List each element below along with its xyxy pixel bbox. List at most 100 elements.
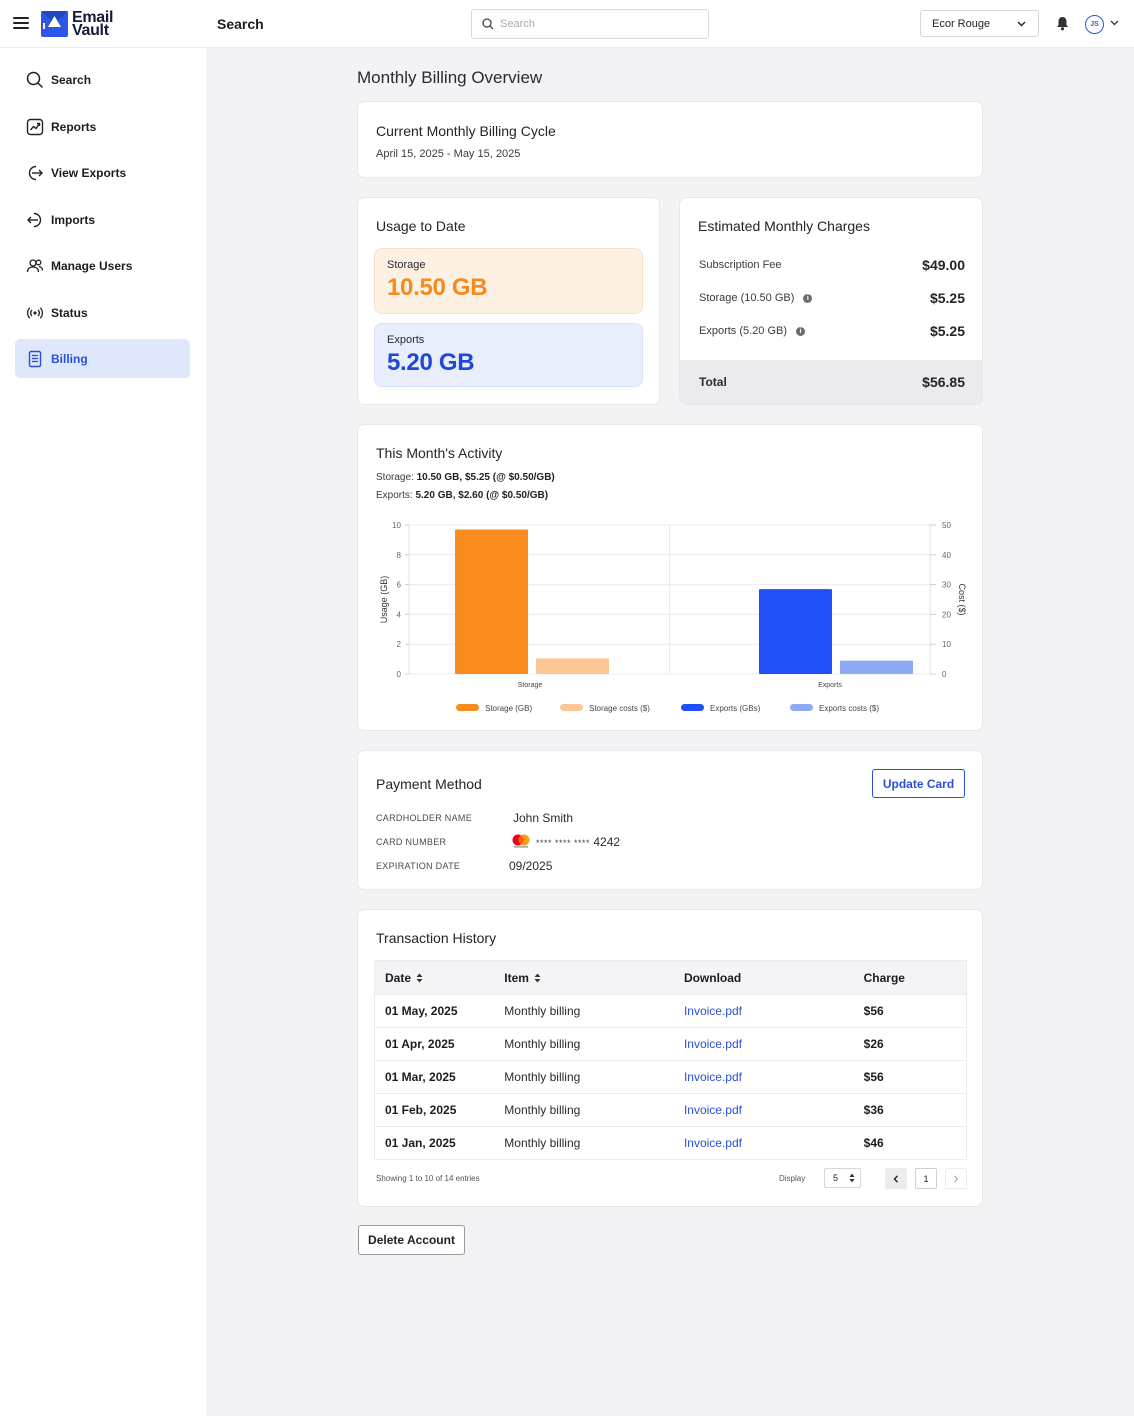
transaction-date: 01 Jan, 2025	[374, 1126, 495, 1160]
invoice-download-link[interactable]: Invoice.pdf	[683, 1037, 742, 1051]
column-header-download: Download	[673, 960, 854, 995]
notification-bell-icon[interactable]	[1056, 16, 1069, 31]
sidebar-item-label: Status	[51, 305, 88, 320]
y-tick-label: 10	[392, 521, 401, 530]
page-size-value: 5	[833, 1173, 839, 1183]
info-icon[interactable]: i	[803, 293, 813, 303]
update-card-button[interactable]: Update Card	[872, 769, 965, 798]
y2-tick-label: 40	[942, 551, 951, 560]
expiration-date-value: 09/2025	[509, 859, 553, 873]
column-header-label: Item	[504, 970, 529, 985]
sort-icon[interactable]	[416, 973, 423, 983]
legend-swatch	[560, 704, 583, 711]
sidebar-item-imports[interactable]: Imports	[15, 200, 190, 239]
page-title: Monthly Billing Overview	[357, 68, 543, 87]
users-icon	[25, 256, 45, 276]
sort-icon[interactable]	[534, 973, 541, 983]
exports-usage-box: Exports 5.20 GB	[374, 323, 643, 387]
export-icon	[25, 163, 45, 183]
legend-swatch	[681, 704, 704, 711]
bar-storage-gb	[455, 529, 528, 674]
display-label: Display	[779, 1174, 806, 1183]
invoice-download-link[interactable]: Invoice.pdf	[683, 1103, 742, 1117]
invoice-download-link[interactable]: Invoice.pdf	[683, 1070, 742, 1084]
chevron-down-icon[interactable]	[1110, 20, 1119, 26]
column-header-charge: Charge	[853, 960, 967, 995]
storage-usage-box: Storage 10.50 GB	[374, 248, 643, 314]
column-header-item[interactable]: Item	[494, 960, 674, 995]
transaction-download-cell: Invoice.pdf	[673, 1093, 854, 1127]
bar-exports-gbs	[759, 589, 832, 674]
charge-name-wrap: Exports (5.20 GB) i	[699, 325, 806, 337]
previous-page-button[interactable]	[885, 1168, 907, 1189]
y2-tick-label: 50	[942, 521, 951, 530]
page-size-select[interactable]: 5	[824, 1168, 861, 1188]
search-input[interactable]	[500, 18, 700, 30]
hamburger-menu-icon[interactable]	[13, 16, 29, 30]
invoice-download-link[interactable]: Invoice.pdf	[683, 1136, 742, 1150]
estimated-charges-card: Estimated Monthly Charges Subscription F…	[679, 197, 983, 405]
legend-label: Exports (GBs)	[710, 704, 761, 713]
current-page-button[interactable]: 1	[915, 1168, 937, 1189]
bar-storage-costs	[536, 658, 609, 674]
card-number-label: CARD NUMBER	[376, 837, 447, 847]
table-row: 01 Feb, 2025 Monthly billing Invoice.pdf…	[374, 1093, 967, 1127]
table-row: 01 Jan, 2025 Monthly billing Invoice.pdf…	[374, 1126, 967, 1160]
y-tick-label: 2	[397, 640, 402, 649]
search-box[interactable]	[471, 9, 709, 39]
total-label: Total	[699, 375, 727, 389]
sidebar-item-billing[interactable]: Billing	[15, 339, 190, 378]
table-row: 01 May, 2025 Monthly billing Invoice.pdf…	[374, 994, 967, 1028]
brand-line-1: Email	[72, 9, 114, 26]
stepper-icon	[849, 1173, 855, 1183]
card-number-value: **** **** **** 4242	[536, 835, 620, 849]
reports-icon	[25, 117, 45, 137]
sidebar-item-view-exports[interactable]: View Exports	[15, 153, 190, 192]
sidebar: Search Reports View Exports Imports Mana…	[0, 48, 206, 1416]
email-vault-logo-icon	[41, 11, 68, 37]
transaction-charge: $56	[853, 1060, 967, 1094]
sidebar-item-label: Search	[51, 72, 92, 87]
y-tick-label: 0	[397, 670, 402, 679]
info-icon[interactable]: i	[796, 326, 806, 336]
column-header-date[interactable]: Date	[374, 960, 495, 995]
payment-method-card: Payment Method Update Card CARDHOLDER NA…	[357, 750, 983, 890]
billing-cycle-dates: April 15, 2025 - May 15, 2025	[376, 148, 521, 160]
broadcast-icon	[25, 303, 45, 323]
sidebar-item-status[interactable]: Status	[15, 293, 190, 332]
organization-select-value: Ecor Rouge	[932, 17, 991, 30]
y2-tick-label: 10	[942, 640, 951, 649]
logo[interactable]: Email Vault	[41, 9, 114, 39]
cardholder-name-label: CARDHOLDER NAME	[376, 813, 473, 823]
next-page-button[interactable]	[945, 1168, 967, 1189]
bar-exports-costs	[840, 660, 913, 674]
invoice-download-link[interactable]: Invoice.pdf	[683, 1004, 742, 1018]
table-row: 01 Mar, 2025 Monthly billing Invoice.pdf…	[374, 1060, 967, 1094]
storage-usage-label: Storage	[387, 259, 426, 271]
expiration-date-label: EXPIRATION DATE	[376, 861, 461, 871]
transaction-date: 01 Apr, 2025	[374, 1027, 495, 1061]
y-axis-title: Usage (GB)	[379, 576, 389, 624]
charge-row: Exports (5.20 GB) i $5.25	[699, 323, 965, 339]
legend-label: Exports costs ($)	[819, 704, 879, 713]
organization-select[interactable]: Ecor Rouge	[920, 10, 1039, 37]
sidebar-item-label: Imports	[51, 212, 96, 227]
column-header-label: Date	[385, 970, 412, 985]
card-last4: 4242	[593, 835, 621, 849]
charge-amount: $49.00	[922, 257, 965, 273]
y-tick-label: 8	[397, 551, 402, 560]
sidebar-item-search[interactable]: Search	[15, 60, 190, 99]
transaction-download-cell: Invoice.pdf	[673, 1126, 854, 1160]
exports-activity-summary: Exports: 5.20 GB, $2.60 (@ $0.50/GB)	[376, 490, 548, 501]
transaction-download-cell: Invoice.pdf	[673, 1060, 854, 1094]
y2-tick-label: 20	[942, 610, 951, 619]
transaction-date: 01 May, 2025	[374, 994, 495, 1028]
legend-label: Storage (GB)	[485, 704, 532, 713]
sidebar-item-reports[interactable]: Reports	[15, 107, 190, 146]
brand-name: Email Vault	[72, 9, 114, 39]
user-avatar[interactable]: JS	[1085, 15, 1104, 34]
sidebar-item-manage-users[interactable]: Manage Users	[15, 246, 190, 285]
billing-icon	[25, 349, 45, 369]
transaction-item: Monthly billing	[494, 1027, 674, 1061]
delete-account-button[interactable]: Delete Account	[358, 1225, 465, 1255]
